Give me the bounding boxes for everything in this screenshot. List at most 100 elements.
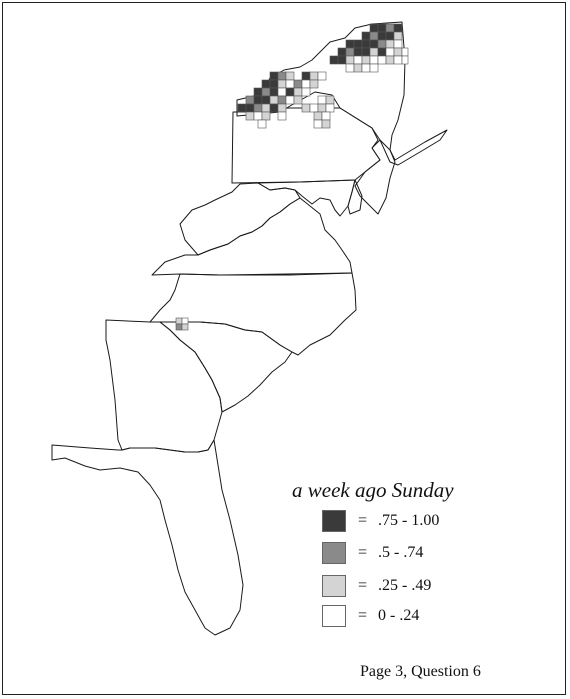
grid-cell [181, 317, 189, 325]
grid-cell [369, 55, 379, 65]
grid-cell [309, 79, 319, 89]
grid-cell [337, 47, 347, 57]
grid-cell [317, 95, 327, 105]
grid-cell [361, 63, 371, 73]
legend-swatch-light [322, 575, 346, 597]
grid-cell [377, 39, 387, 49]
grid-cell [317, 103, 327, 113]
grid-cell [253, 103, 263, 113]
grid-cell [393, 23, 403, 33]
grid-cell [385, 23, 395, 33]
grid-cell [385, 39, 395, 49]
grid-cell [253, 95, 263, 105]
grid-cell [369, 39, 379, 49]
grid-cell [269, 87, 279, 97]
grid-cell [293, 79, 303, 89]
legend-equals: = [358, 607, 368, 624]
legend-range: .25 - .49 [378, 577, 432, 594]
grid-cell [321, 119, 331, 129]
legend-swatch-empty [322, 605, 346, 627]
grid-cell [345, 55, 355, 65]
grid-cell [401, 55, 409, 65]
grid-cell [245, 111, 255, 121]
grid-cell [293, 95, 303, 105]
grid-cell [277, 111, 287, 121]
grid-cell [325, 103, 335, 113]
grid-cell [353, 39, 363, 49]
grid-cell [361, 47, 371, 57]
state-north-carolina [149, 272, 357, 356]
grid-cell [285, 87, 295, 97]
grid-cell [369, 63, 379, 73]
grid-cell [257, 119, 267, 129]
grid-cell [393, 39, 403, 49]
legend-row: = .25 - .49 [322, 575, 542, 601]
grid-cell [361, 31, 371, 41]
grid-cell [285, 95, 295, 105]
grid-cell [285, 71, 295, 81]
grid-cell [277, 79, 287, 89]
grid-cell [377, 55, 387, 65]
grid-cell [253, 111, 263, 121]
grid-cell [329, 55, 339, 65]
grid-cell [277, 71, 287, 81]
state-maryland [257, 179, 356, 217]
grid-cell [369, 47, 379, 57]
grid-cell [277, 103, 287, 113]
legend-range: 0 - .24 [378, 607, 420, 624]
grid-cell [361, 55, 371, 65]
grid-cell [245, 95, 255, 105]
grid-cell [369, 31, 379, 41]
grid-cell [309, 71, 319, 81]
grid-cell [377, 23, 387, 33]
grid-cell [353, 63, 363, 73]
grid-cell [353, 47, 363, 57]
page-footer: Page 3, Question 6 [360, 663, 481, 680]
grid-cell [245, 103, 255, 113]
legend-equals: = [358, 577, 368, 594]
grid-cell [361, 39, 371, 49]
legend-equals: = [358, 512, 368, 529]
grid-cell [301, 71, 311, 81]
grid-cell [385, 31, 395, 41]
grid-cell [313, 119, 323, 129]
state-georgia [105, 319, 223, 453]
legend-range: .75 - 1.00 [378, 512, 440, 529]
legend-equals: = [358, 544, 368, 561]
grid-cell [385, 55, 395, 65]
grid-cell [345, 63, 355, 73]
grid-cell [277, 95, 287, 105]
grid-cell [313, 111, 323, 121]
state-west-virginia [179, 182, 301, 256]
grid-cell [175, 323, 183, 331]
legend-swatch-medium [322, 542, 346, 564]
grid-cell [345, 47, 355, 57]
grid-cell [393, 31, 403, 41]
grid-cell [237, 103, 247, 113]
legend-range: .5 - .74 [378, 544, 424, 561]
grid-cell [325, 95, 335, 105]
grid-cell [337, 55, 347, 65]
grid-cell [181, 323, 189, 331]
grid-cell [317, 71, 327, 81]
legend-row: = 0 - .24 [322, 605, 542, 631]
grid-cell [321, 111, 331, 121]
grid-cell [269, 103, 279, 113]
grid-cell [369, 23, 379, 33]
grid-cell [269, 79, 279, 89]
grid-cell [269, 71, 279, 81]
grid-cell [261, 103, 271, 113]
grid-cell [377, 31, 387, 41]
grid-cell [261, 87, 271, 97]
survey-grid-cells [175, 23, 409, 331]
grid-cell [175, 317, 183, 325]
grid-cell [261, 111, 271, 121]
grid-cell [301, 87, 311, 97]
grid-cell [401, 47, 409, 57]
state-new-jersey [354, 139, 396, 215]
legend-row: = .75 - 1.00 [322, 510, 542, 536]
legend-title: a week ago Sunday [292, 478, 454, 502]
grid-cell [253, 87, 263, 97]
